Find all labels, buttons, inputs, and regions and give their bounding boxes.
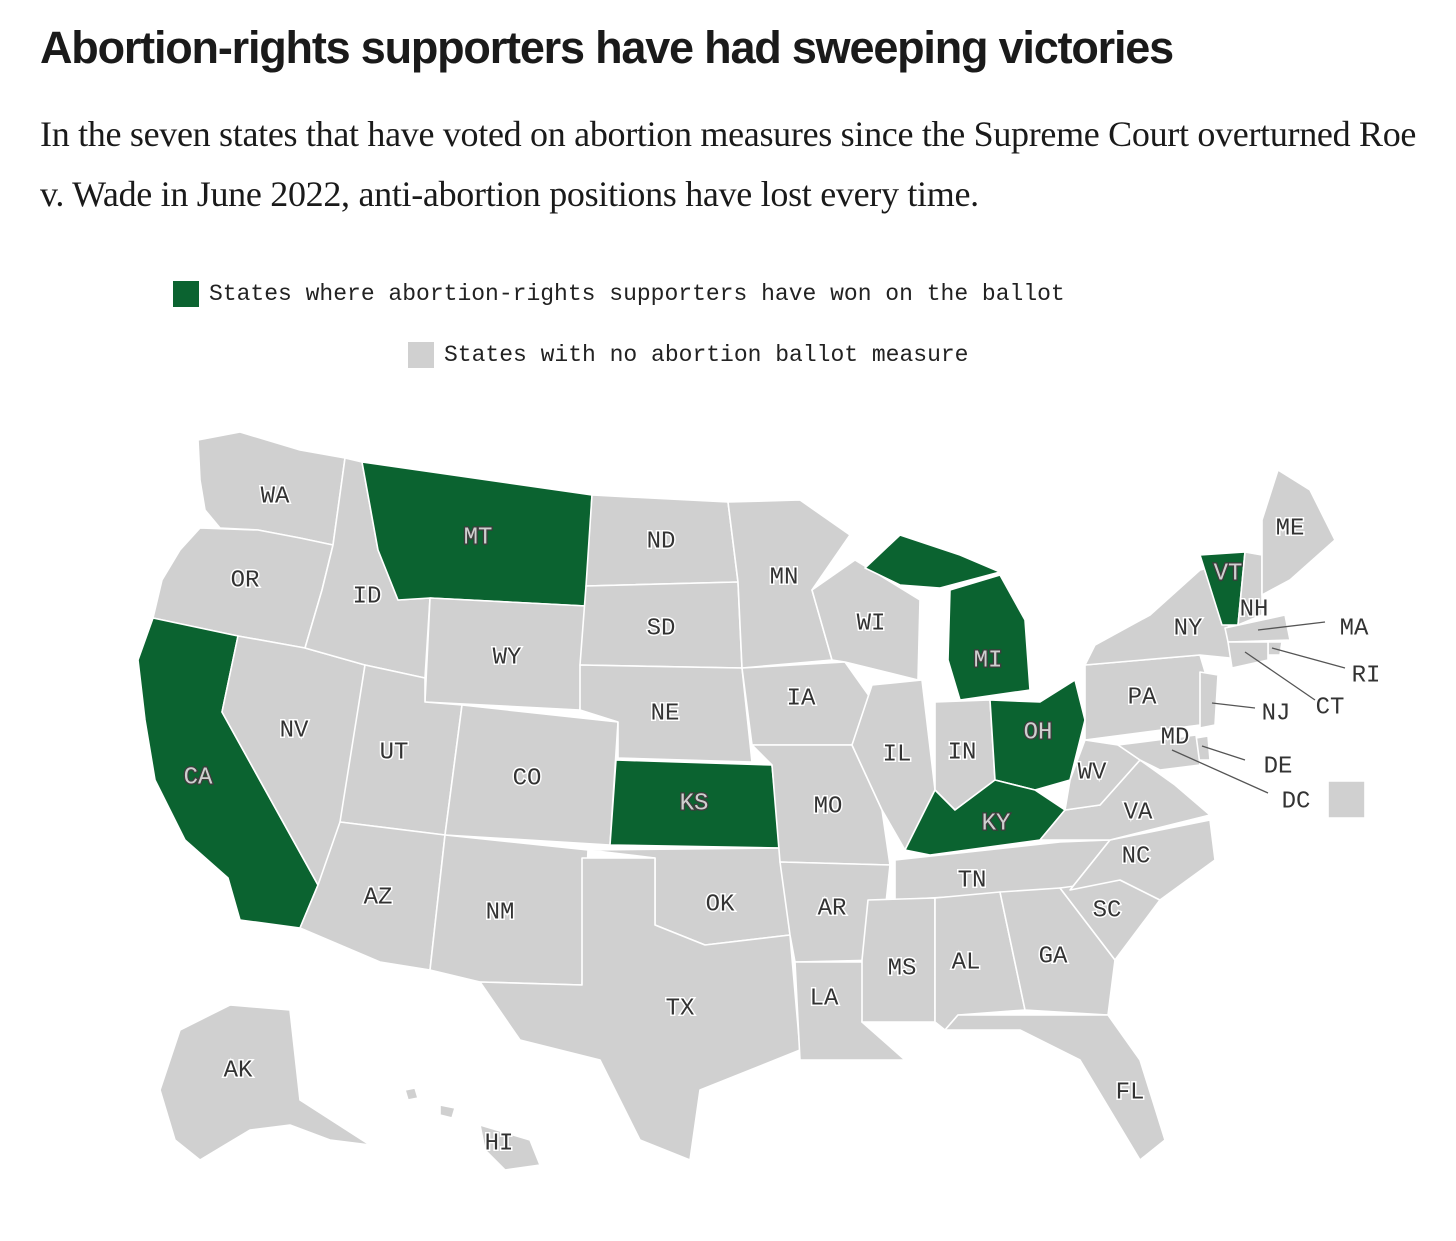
state-dc [1327, 780, 1366, 819]
state-md [1117, 734, 1201, 771]
state-label-ms: MS [888, 955, 917, 982]
state-label-ar: AR [818, 895, 847, 922]
state-label-ma: MA [1340, 615, 1369, 642]
state-label-sd: SD [647, 615, 676, 642]
state-label-vt: VT [1214, 560, 1243, 587]
state-label-tx: TX [666, 995, 695, 1022]
legend-label-none: States with no abortion ballot measure [444, 342, 969, 368]
state-label-nm: NM [486, 899, 515, 926]
state-label-ca: CA [184, 764, 213, 791]
state-label-ia: IA [787, 685, 816, 712]
state-label-wy: WY [493, 644, 522, 671]
state-label-or: OR [231, 567, 260, 594]
state-label-al: AL [952, 949, 981, 976]
state-hi [404, 1087, 541, 1171]
state-label-ny: NY [1174, 615, 1203, 642]
state-label-fl: FL [1116, 1079, 1145, 1106]
chart-title: Abortion-rights supporters have had swee… [40, 22, 1174, 73]
legend-swatch-won [173, 281, 199, 307]
chart-subtitle: In the seven states that have voted on a… [40, 114, 1417, 214]
state-label-ks: KS [680, 790, 709, 817]
legend-item-none: States with no abortion ballot measure [408, 342, 969, 368]
state-ms [861, 897, 936, 1023]
state-label-wv: WV [1078, 759, 1107, 786]
state-me [1261, 469, 1336, 596]
state-label-ky: KY [982, 810, 1011, 837]
state-label-ct: CT [1316, 694, 1345, 721]
state-label-ak: AK [224, 1057, 253, 1084]
state-ar [779, 861, 891, 963]
state-label-ok: OK [706, 891, 735, 918]
state-ma [1224, 614, 1291, 643]
leader-line-de [1201, 745, 1246, 761]
state-label-va: VA [1124, 799, 1153, 826]
state-label-wi: WI [857, 610, 886, 637]
state-label-az: AZ [364, 884, 393, 911]
leader-line-ma [1257, 621, 1326, 631]
state-label-ut: UT [380, 739, 409, 766]
state-label-hi: HI [485, 1130, 514, 1157]
state-label-oh: OH [1024, 719, 1053, 746]
state-label-nd: ND [647, 528, 676, 555]
state-fl [944, 1014, 1166, 1161]
state-nj [1199, 671, 1219, 729]
state-label-md: MD [1161, 724, 1190, 751]
state-label-mt: MT [464, 524, 493, 551]
leader-line-nj [1211, 702, 1256, 709]
leader-line-ct [1244, 651, 1316, 701]
state-label-co: CO [513, 765, 542, 792]
state-label-nj: NJ [1262, 700, 1291, 727]
state-ga [999, 887, 1116, 1016]
state-ak [159, 1004, 371, 1161]
state-label-dc: DC [1282, 788, 1311, 815]
state-label-mn: MN [770, 564, 799, 591]
state-label-wa: WA [261, 483, 290, 510]
state-label-id: ID [353, 583, 382, 610]
state-label-nv: NV [280, 717, 309, 744]
state-la [794, 961, 906, 1061]
state-ky [904, 779, 1066, 856]
leader-line-dc [1171, 749, 1269, 794]
state-label-ga: GA [1039, 943, 1068, 970]
legend-swatch-none [408, 342, 434, 368]
state-label-tn: TN [958, 867, 987, 894]
legend-item-won: States where abortion-rights supporters … [173, 281, 1065, 307]
state-label-pa: PA [1128, 684, 1157, 711]
state-mi [864, 534, 1031, 701]
state-nh [1237, 551, 1263, 626]
state-label-sc: SC [1093, 897, 1122, 924]
state-label-il: IL [883, 741, 912, 768]
state-label-in: IN [948, 739, 977, 766]
state-label-mo: MO [814, 793, 843, 820]
legend-label-won: States where abortion-rights supporters … [209, 281, 1065, 307]
leader-line-ri [1271, 647, 1346, 669]
state-tx [479, 857, 801, 1161]
state-label-de: DE [1264, 753, 1293, 780]
state-label-la: LA [810, 985, 839, 1012]
state-label-nc: NC [1122, 843, 1151, 870]
state-label-ri: RI [1352, 662, 1381, 689]
state-label-nh: NH [1240, 596, 1269, 623]
state-label-mi: MI [974, 647, 1003, 674]
state-label-ne: NE [651, 700, 680, 727]
state-label-me: ME [1276, 515, 1305, 542]
